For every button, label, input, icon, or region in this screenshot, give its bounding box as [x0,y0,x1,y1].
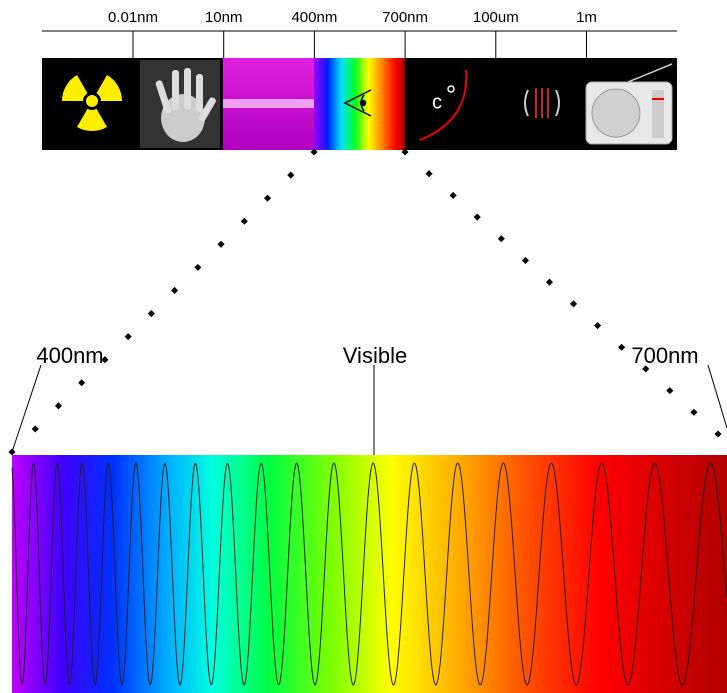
dot [450,192,457,199]
dot [522,257,529,264]
visible-band [314,58,405,150]
dot [426,170,433,177]
dot [194,264,201,271]
dot [287,172,294,179]
scale-tick-label: 100um [473,9,519,26]
scale-tick-label: 700nm [382,9,428,26]
start-pointer [12,365,41,452]
dot [546,279,553,286]
dot [264,195,271,202]
scale-tick-label: 10nm [205,9,243,26]
visible-title: Visible [343,343,407,368]
dot [474,214,481,221]
scale-tick-label: 1m [576,9,597,26]
scale-ticks: 0.01nm 10nm 400nm 700nm 100um 1m [108,9,597,58]
dot [148,310,155,317]
dot [218,241,225,248]
scale-tick-label: 400nm [291,9,337,26]
dot [498,235,505,242]
xray-icon [140,60,220,148]
dot [666,387,673,394]
dot [125,333,132,340]
dot [32,425,39,432]
dot [618,344,625,351]
dot [594,322,601,329]
dot [171,287,178,294]
zoom-dots [8,148,721,455]
end-label: 700nm [631,343,698,368]
scale-tick-label: 0.01nm [108,9,158,26]
dot [78,379,85,386]
svg-text:c: c [432,91,442,113]
spectrum-diagram: 0.01nm 10nm 400nm 700nm 100um 1m c [0,0,727,693]
end-pointer [708,365,727,428]
dot [55,402,62,409]
dot [714,430,721,437]
uv-lamp [223,99,314,108]
dot [570,300,577,307]
dot [690,409,697,416]
start-label: 400nm [36,343,103,368]
dot [241,218,248,225]
